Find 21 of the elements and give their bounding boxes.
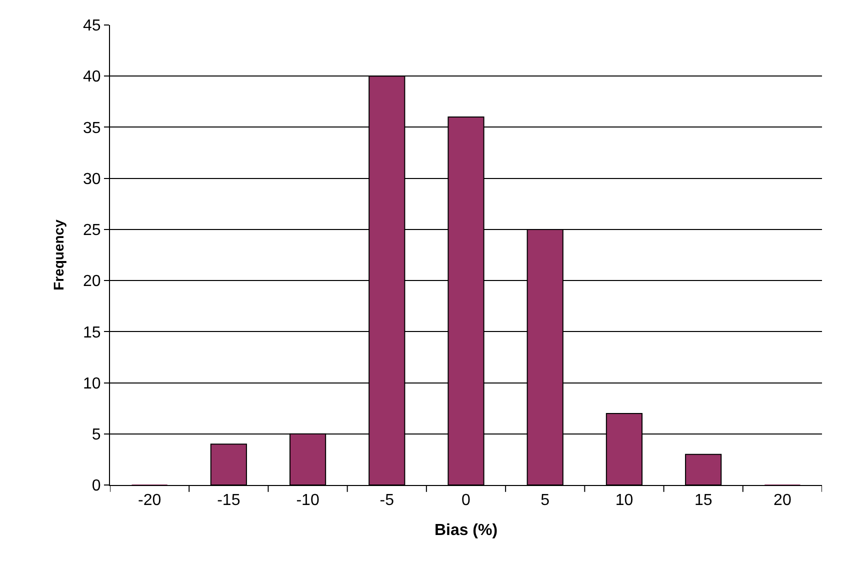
y-tick-label: 20	[83, 273, 101, 290]
y-axis-title: Frequency	[50, 219, 67, 290]
y-tick-label: 35	[83, 120, 101, 137]
x-tick-label: -15	[217, 492, 240, 510]
x-tick-label: 5	[540, 492, 550, 510]
y-tick-label: 40	[83, 68, 101, 86]
x-tick-label: -20	[138, 492, 162, 510]
x-tick-label: -10	[296, 492, 320, 510]
x-tick-label: -5	[380, 492, 394, 510]
y-tick-label: 30	[83, 170, 101, 188]
y-tick-label: 0	[92, 478, 101, 495]
y-tick-label: 10	[83, 375, 101, 392]
x-tick-label: 15	[694, 492, 712, 510]
y-tick-label: 45	[83, 18, 101, 35]
y-tick-label: 15	[83, 324, 101, 342]
y-tick-label: 25	[83, 222, 101, 240]
x-axis-title: Bias (%)	[434, 522, 498, 539]
x-tick-label: 10	[615, 492, 634, 510]
x-tick-label: 0	[462, 492, 471, 510]
y-tick-label: 5	[92, 426, 101, 444]
x-tick-label: 20	[774, 492, 792, 510]
